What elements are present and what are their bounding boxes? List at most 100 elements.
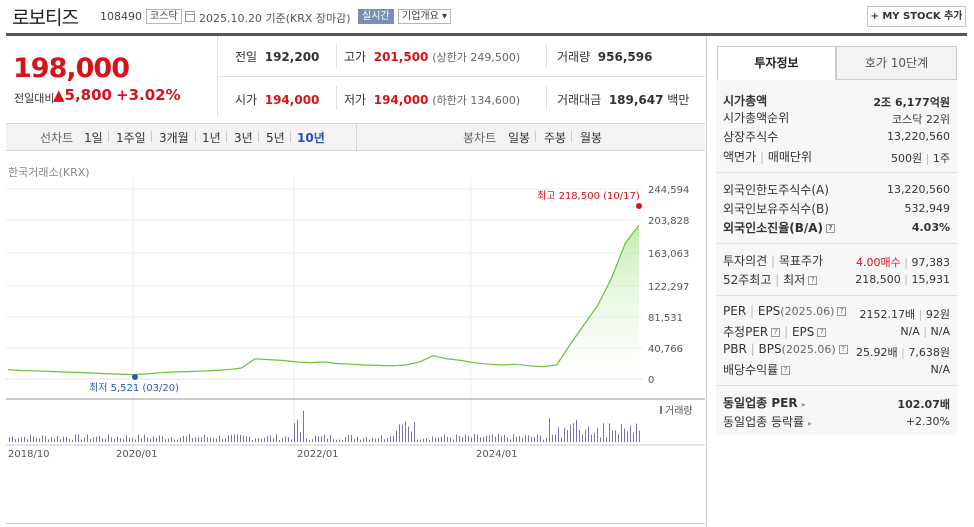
high-marker [636, 203, 642, 209]
low-price: 저가 194,000 (하한가 134,600) [344, 93, 521, 107]
help-icon[interactable]: ? [817, 328, 827, 337]
divider [336, 86, 337, 110]
help-icon[interactable]: ? [826, 224, 836, 233]
tab-hoga[interactable]: 호가 10단계 [836, 46, 957, 80]
shares-value: 13,220,560 [887, 130, 950, 143]
mystock-add-button[interactable]: + MY STOCK 추가 [867, 6, 966, 27]
est-per-value: N/A | N/A [900, 325, 950, 338]
volume-bar [144, 434, 145, 442]
y-tick: 244,594 [648, 185, 689, 196]
volume-bar [402, 424, 403, 442]
volume-bar [510, 439, 511, 442]
div-value: N/A [930, 363, 950, 376]
volume-bar [450, 437, 451, 442]
volume-bar [429, 439, 430, 442]
help-icon[interactable]: ? [781, 366, 791, 375]
y-tick: 122,297 [648, 282, 689, 293]
volume-bar [39, 438, 40, 442]
volume-bar [252, 439, 253, 442]
volume-bar [561, 437, 562, 442]
volume-bar [267, 435, 268, 442]
volume-bar [21, 437, 22, 442]
pbr-bps-label: PBR | BPS(2025.06)? [723, 342, 848, 356]
period-1w[interactable]: 1주일 [116, 131, 146, 145]
volume-bar [63, 436, 64, 442]
shares-label: 상장주식수 [723, 130, 779, 144]
volume-bar [627, 431, 628, 442]
period-3y[interactable]: 3년 [234, 131, 253, 145]
volume-bar [114, 438, 115, 442]
volume-bar [183, 435, 184, 442]
volume-bar [327, 438, 328, 442]
volume-bar [123, 439, 124, 442]
tab-invest-info[interactable]: 투자정보 [717, 46, 836, 80]
volume-bar [42, 435, 43, 442]
period-5y[interactable]: 5년 [266, 131, 285, 145]
volume-bar [354, 439, 355, 442]
candle-daily[interactable]: 일봉 [508, 131, 531, 145]
volume-bar [171, 437, 172, 442]
help-icon[interactable]: ? [837, 307, 847, 316]
divider [546, 86, 547, 110]
volume-bar [576, 419, 577, 442]
realtime-button[interactable]: 실시간 [358, 9, 394, 24]
volume-bar [531, 437, 532, 442]
volume-bars [9, 410, 640, 442]
volume-bar [543, 439, 544, 442]
volume-bar [360, 439, 361, 442]
volume-bar [411, 431, 412, 442]
candle-monthly[interactable]: 월봉 [580, 131, 603, 145]
volume-bar [27, 439, 28, 442]
volume-bar [501, 436, 502, 442]
period-10y[interactable]: 10년 [297, 131, 325, 145]
quote-date: 2025.10.20 기준(KRX 장마감) [199, 12, 351, 25]
line-chart-label: 선차트 [40, 131, 74, 145]
volume-bar [372, 437, 373, 442]
help-icon[interactable]: ? [838, 345, 848, 354]
change-label: 전일대비 [14, 92, 55, 105]
volume-bar [159, 435, 160, 442]
volume-bar [309, 439, 310, 442]
volume-bar [150, 438, 151, 442]
period-3m[interactable]: 3개월 [159, 131, 189, 145]
volume-bar [357, 437, 358, 442]
period-1y[interactable]: 1년 [202, 131, 221, 145]
volume-legend-swatch [660, 406, 662, 414]
volume-bar [102, 438, 103, 442]
foreign-hold-value: 532,949 [904, 202, 951, 215]
volume-bar [363, 438, 364, 442]
change-percent: +3.02% [116, 86, 181, 104]
volume-bar [573, 423, 574, 442]
company-info-dropdown[interactable]: 기업개요 ▾ [398, 9, 452, 24]
volume-bar [141, 438, 142, 442]
help-icon[interactable]: ? [771, 328, 781, 337]
volume-bar [60, 439, 61, 442]
volume-bar [516, 436, 517, 442]
volume-bar [81, 439, 82, 442]
volume-bar [90, 438, 91, 442]
volume-bar [369, 439, 370, 442]
volume-bar [483, 437, 484, 442]
volume-bar [222, 439, 223, 442]
volume-bar [180, 437, 181, 442]
volume-bar [393, 436, 394, 442]
period-bar [6, 123, 705, 151]
volume-bar [447, 436, 448, 442]
divider [717, 295, 957, 296]
period-1d[interactable]: 1일 [84, 131, 103, 145]
volume-bar [237, 434, 238, 442]
help-icon[interactable]: ? [808, 276, 818, 285]
volume-bar [132, 437, 133, 442]
volume-bar [522, 437, 523, 442]
volume-bar [243, 435, 244, 442]
volume-bar [408, 426, 409, 442]
volume-bar [48, 439, 49, 442]
volume-bar [147, 437, 148, 442]
low-annotation: 최저 5,521 (03/20) [89, 382, 179, 394]
divider [336, 44, 337, 68]
volume-bar [279, 440, 280, 442]
volume-bar [9, 437, 10, 442]
change-value: ▲5,800 [53, 86, 112, 104]
volume-bar [636, 423, 637, 442]
candle-weekly[interactable]: 주봉 [544, 131, 567, 145]
